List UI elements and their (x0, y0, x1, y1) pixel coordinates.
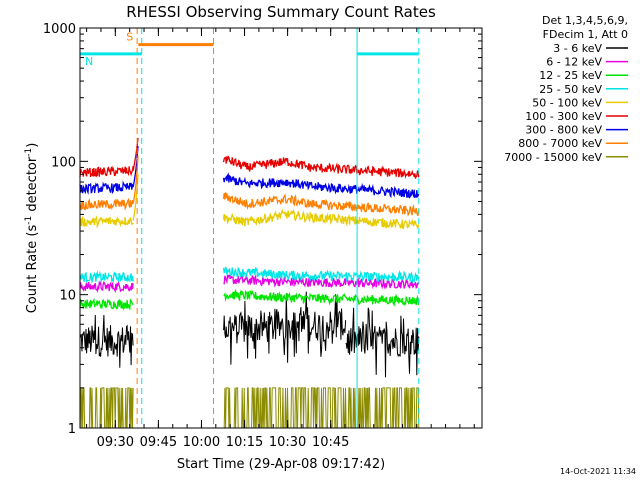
series-7 (79, 172, 420, 199)
y-tick-label-1: 1 (68, 422, 76, 437)
flare-rise-2 (132, 146, 139, 188)
series-5 (79, 208, 420, 230)
legend-label-3: 12 - 25 keV (539, 69, 602, 82)
legend-label-5: 50 - 100 keV (532, 96, 602, 109)
flag-label-s: S (126, 31, 133, 44)
series-7-segment-2 (222, 172, 420, 199)
legend-header-line-1: Det 1,3,4,5,6,9, (542, 14, 628, 27)
legend-label-8: 800 - 7000 keV (518, 137, 602, 150)
series-3-segment-1 (79, 297, 134, 311)
series-8-segment-2 (222, 192, 420, 217)
series-1 (79, 291, 420, 378)
series-1-segment-2 (223, 291, 347, 365)
flare-rise-3 (132, 155, 139, 204)
plot-frame (79, 27, 483, 429)
series-4-segment-1 (79, 270, 134, 284)
legend-label-7: 300 - 800 keV (525, 124, 602, 137)
series-5-segment-2 (222, 208, 420, 230)
axis-ticks: 09:30 09:45 10:00 10:15 10:30 10:45 1 10 100 1000 (43, 22, 482, 450)
series-group (79, 137, 420, 429)
plot-area: SN (79, 28, 420, 429)
legend-label-4: 25 - 50 keV (539, 83, 602, 96)
series-3-segment-2 (223, 288, 420, 307)
series-1-segment-3 (345, 307, 420, 378)
y-tick-label-4: 1000 (43, 22, 76, 37)
series-6-segment-2 (222, 155, 420, 179)
series-4-segment-2 (222, 266, 420, 284)
y-tick-label-3: 100 (51, 155, 76, 170)
legend: Det 1,3,4,5,6,9, FDecim 1, Att 0 3 - 6 k… (504, 14, 628, 164)
y-axis-label: Count Rate (s-1 detector-1) (24, 143, 40, 314)
legend-header-line-2: FDecim 1, Att 0 (543, 28, 628, 41)
series-3 (79, 288, 420, 311)
series-1-segment-1 (79, 314, 134, 368)
series-8-segment-1 (79, 197, 134, 212)
series-9-segment-2 (223, 387, 420, 429)
series-5-segment-1 (79, 215, 134, 229)
x-tick-label-5: 10:30 (269, 435, 306, 450)
flare-rise-4 (132, 174, 139, 221)
x-tick-label-1: 09:30 (97, 435, 134, 450)
legend-label-2: 6 - 12 keV (546, 56, 602, 69)
flare-rise-1 (132, 137, 139, 171)
x-tick-label-3: 10:00 (183, 435, 220, 450)
legend-label-1: 3 - 6 keV (553, 42, 602, 55)
series-6-segment-1 (79, 165, 134, 178)
series-2 (79, 273, 420, 293)
x-axis-label: Start Time (29-Apr-08 09:17:42) (177, 457, 385, 472)
series-8 (79, 192, 420, 217)
series-7-segment-1 (79, 180, 134, 195)
series-2-segment-1 (79, 280, 134, 293)
x-tick-label-2: 09:45 (140, 435, 177, 450)
y-tick-label-2: 10 (59, 289, 76, 304)
legend-label-9: 7000 - 15000 keV (504, 151, 602, 164)
x-tick-label-4: 10:15 (226, 435, 263, 450)
series-4 (79, 266, 420, 284)
flag-label-n: N (85, 55, 93, 68)
series-6 (79, 155, 420, 179)
flags-group: SN (80, 28, 420, 428)
footer-timestamp: 14-Oct-2021 11:34 (560, 467, 636, 476)
chart-title: RHESSI Observing Summary Count Rates (126, 3, 436, 21)
legend-label-6: 100 - 300 keV (525, 110, 602, 123)
series-2-segment-2 (223, 273, 420, 290)
x-tick-label-6: 10:45 (312, 435, 349, 450)
